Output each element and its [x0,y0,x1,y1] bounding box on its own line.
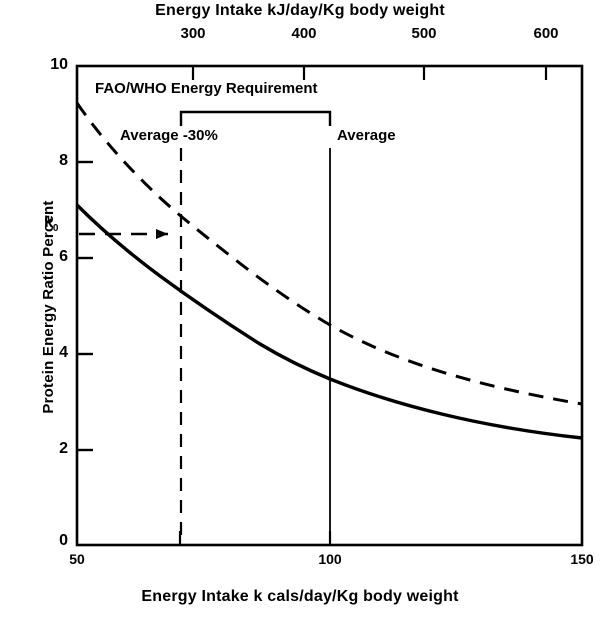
top-tick-label-300: 300 [180,25,206,42]
y-tick-label-8: 8 [59,152,68,169]
lower-solid-curve [75,203,583,440]
fao-who-requirement-label: FAO/WHO Energy Requirement [95,80,318,97]
top-tick-label-400: 400 [291,25,317,42]
bottom-tick-label-50: 50 [69,551,85,567]
y-tick-label-4: 4 [59,344,68,361]
average-label: Average [337,127,396,144]
average-minus-30-label: Average -30% [120,127,218,144]
top-axis-title: Energy Intake kJ/day/Kg body weight [155,2,445,19]
bottom-tick-label-150: 150 [570,551,594,567]
y-tick-label-10: 10 [50,56,68,73]
y-tick-label-0: 0 [59,532,68,549]
k0-subscript: 0 [52,223,59,235]
upper-dashed-curve [75,102,583,406]
top-tick-label-600: 600 [533,25,559,42]
y-tick-label-6: 6 [59,248,68,265]
bottom-tick-label-100: 100 [318,551,342,567]
k0-arrowhead-icon [156,229,168,239]
bottom-axis-ticks [178,531,332,545]
top-tick-label-500: 500 [411,25,437,42]
fao-who-bracket [179,110,332,126]
y-tick-label-2: 2 [59,440,68,457]
k0-letter: k [44,214,53,231]
y-axis-ticks [77,160,93,452]
top-axis-ticks [191,66,548,80]
k0-axis-label: k0 [44,214,58,234]
bottom-axis-title: Energy Intake k cals/day/Kg body weight [141,588,459,605]
